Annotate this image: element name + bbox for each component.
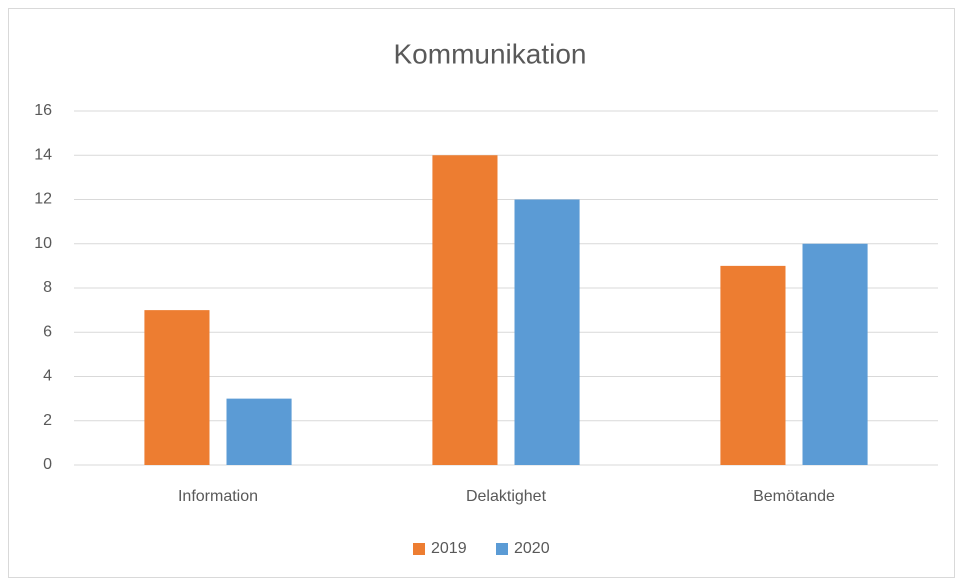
- y-tick-label: 16: [34, 102, 52, 119]
- x-tick-label: Bemötande: [753, 488, 835, 505]
- legend-swatch: [413, 543, 425, 555]
- y-tick-label: 2: [43, 412, 52, 429]
- y-tick-label: 14: [34, 146, 52, 163]
- chart-title: Kommunikation: [394, 38, 587, 69]
- legend-label: 2019: [431, 540, 467, 557]
- bar: [432, 155, 498, 465]
- bar: [802, 243, 868, 465]
- legend-label: 2020: [514, 540, 550, 557]
- y-tick-label: 8: [43, 279, 52, 296]
- legend-swatch: [496, 543, 508, 555]
- bar: [514, 199, 580, 465]
- x-tick-label: Delaktighet: [466, 488, 547, 505]
- y-tick-label: 4: [43, 368, 52, 385]
- y-tick-label: 10: [34, 235, 52, 252]
- bar: [226, 398, 292, 465]
- y-tick-label: 0: [43, 456, 52, 473]
- bar: [720, 265, 786, 465]
- y-tick-label: 6: [43, 323, 52, 340]
- y-tick-label: 12: [34, 191, 52, 208]
- x-tick-label: Information: [178, 488, 258, 505]
- bar: [144, 310, 210, 465]
